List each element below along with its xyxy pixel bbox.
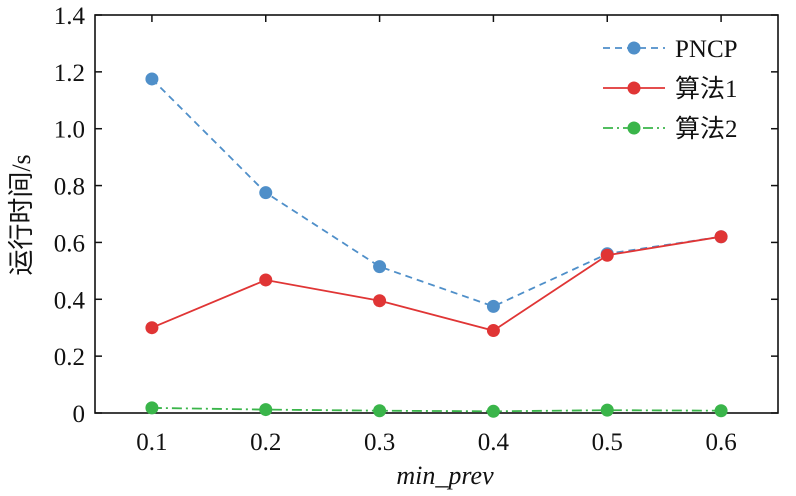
- legend-item: PNCP: [603, 36, 738, 63]
- series-2: [145, 230, 728, 338]
- x-tick-label: 0.4: [478, 429, 510, 456]
- plot-border: [94, 14, 779, 414]
- legend-marker: [627, 81, 641, 95]
- y-tick-label: 0.6: [54, 230, 85, 257]
- y-tick-label: 0.2: [54, 344, 85, 371]
- y-axis: 0 0.2 0.4 0.6 0.8 1.0 1.2 1.4: [54, 3, 778, 428]
- y-tick-label: 0: [73, 401, 86, 428]
- x-tick-label: 0.2: [250, 429, 281, 456]
- data-point: [373, 260, 387, 274]
- legend: PNCP 算法1 算法2: [603, 36, 738, 143]
- series-1: [145, 72, 728, 313]
- y-tick-label: 1.0: [54, 117, 85, 144]
- data-point: [259, 403, 273, 417]
- y-tick-label: 0.8: [54, 174, 85, 201]
- x-axis: 0.1 0.2 0.3 0.4 0.5 0.6: [136, 15, 737, 456]
- data-point: [714, 404, 728, 418]
- legend-item: 算法2: [603, 115, 738, 143]
- data-point: [259, 186, 273, 200]
- y-tick-label: 1.2: [54, 60, 85, 87]
- legend-item: 算法1: [603, 75, 738, 103]
- legend-label: 算法1: [675, 75, 738, 103]
- data-point: [373, 294, 387, 308]
- data-point: [486, 404, 500, 418]
- plot-area: [94, 14, 779, 414]
- data-point: [145, 401, 159, 415]
- data-point: [145, 72, 159, 86]
- data-point: [600, 248, 614, 262]
- x-tick-label: 0.6: [705, 429, 736, 456]
- series-3: [145, 401, 728, 418]
- legend-label: 算法2: [675, 115, 738, 143]
- y-axis-title: 运行时间/s: [7, 154, 36, 275]
- data-point: [373, 404, 387, 418]
- legend-marker: [627, 121, 641, 135]
- data-point: [600, 403, 614, 417]
- x-axis-title: min_prev: [396, 461, 494, 490]
- legend-marker: [627, 41, 641, 55]
- data-point: [259, 273, 273, 287]
- data-point: [486, 324, 500, 338]
- data-point: [145, 321, 159, 335]
- y-tick-label: 1.4: [54, 3, 86, 30]
- legend-label: PNCP: [675, 36, 738, 63]
- series-line: [151, 407, 722, 413]
- series-line: [151, 235, 722, 332]
- series-layer: [145, 72, 728, 418]
- data-point: [714, 230, 728, 244]
- series-line: [151, 78, 722, 308]
- x-tick-label: 0.1: [136, 429, 167, 456]
- x-tick-label: 0.5: [592, 429, 623, 456]
- data-point: [486, 299, 500, 313]
- y-tick-label: 0.4: [54, 287, 86, 314]
- x-tick-label: 0.3: [364, 429, 395, 456]
